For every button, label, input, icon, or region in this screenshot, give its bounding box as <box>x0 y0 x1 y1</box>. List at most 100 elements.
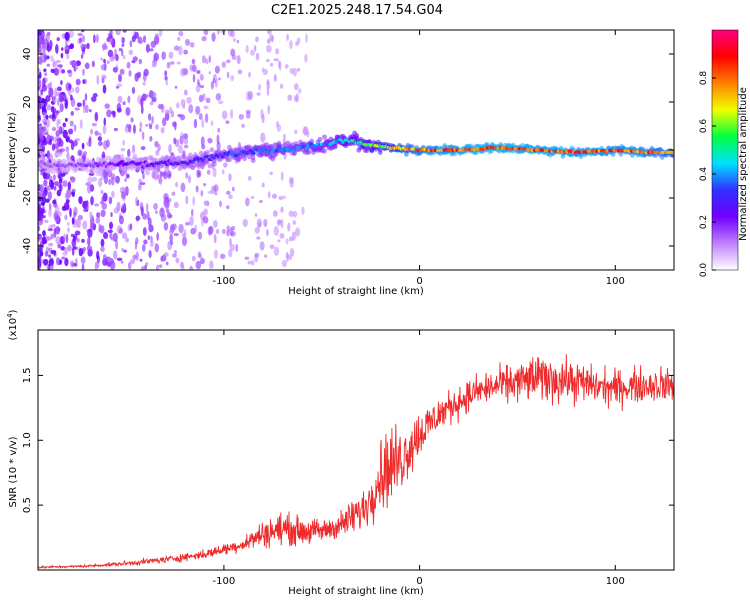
spectrogram-noise-cell <box>57 98 60 106</box>
spectrogram-noise-cell <box>74 230 81 236</box>
spectrogram-noise-cell <box>199 85 205 89</box>
spectrogram-noise-cell <box>75 60 81 67</box>
spectrogram-noise-cell <box>261 113 265 124</box>
spectrogram-halo-cell <box>170 153 176 160</box>
spectrogram-noise-cell <box>118 228 124 234</box>
snr-x-tick-label: 100 <box>606 576 625 587</box>
spectrogram-noise-cell <box>160 126 165 134</box>
spectrogram-halo-cell <box>250 154 256 160</box>
spectrogram-noise-cell <box>191 64 197 73</box>
spectrogram-noise-cell <box>84 104 89 114</box>
spectrogram-noise-cell <box>83 44 87 50</box>
spectrogram-noise-cell <box>45 95 51 102</box>
spectrogram-noise-cell <box>38 102 42 110</box>
spectrogram-noise-cell <box>155 264 160 270</box>
spectrogram-noise-cell <box>56 37 60 42</box>
spectrogram-noise-cell <box>137 183 142 191</box>
spectrogram-noise-cell <box>122 30 127 33</box>
spectrogram-noise-cell <box>43 54 48 62</box>
colorbar-label: Normalized spectral amplitude <box>738 87 749 241</box>
spectrogram-noise-cell <box>53 67 60 76</box>
spectrogram-noise-cell <box>123 187 129 192</box>
spectrogram-noise-cell <box>56 118 60 129</box>
spectrogram-noise-cell <box>150 40 157 48</box>
spectrogram-noise-cell <box>73 124 77 132</box>
spectrogram-noise-cell <box>135 196 138 207</box>
spectrogram-noise-cell <box>73 206 78 217</box>
spectrogram-noise-cell <box>107 49 114 58</box>
spectrogram-noise-cell <box>202 93 206 101</box>
spectrogram-noise-cell <box>208 225 214 235</box>
spectrogram-noise-cell <box>88 109 92 113</box>
spectrogram-noise-cell <box>166 61 171 69</box>
spectrogram-noise-cell <box>168 51 174 59</box>
spectrogram-noise-cell <box>286 252 289 263</box>
spectrogram-noise-cell <box>67 181 72 191</box>
spectrogram-noise-cell <box>108 34 113 39</box>
spectrogram-noise-cell <box>100 209 106 218</box>
spectrogram-noise-cell <box>285 238 289 245</box>
spectrogram-noise-cell <box>180 99 186 107</box>
spectrogram-noise-cell <box>121 232 128 240</box>
spectrogram-noise-cell <box>164 109 170 116</box>
spectrogram-noise-cell <box>81 51 85 55</box>
spectrogram-noise-cell <box>128 123 132 133</box>
spectrogram-noise-cell <box>110 212 113 218</box>
spectrogram-noise-cell <box>78 247 83 257</box>
spectrogram-noise-cell <box>119 68 125 75</box>
spectrogram-noise-cell <box>46 43 50 50</box>
spectrogram-noise-cell <box>129 223 133 231</box>
spectrogram-noise-cell <box>131 35 136 43</box>
spectrogram-noise-cell <box>263 218 268 228</box>
spectrogram-noise-cell <box>179 135 184 145</box>
spectrogram-noise-cell <box>280 218 284 229</box>
spectrogram-noise-cell <box>147 113 152 121</box>
spectrogram-noise-cell <box>91 60 95 68</box>
spectrogram-noise-cell <box>255 52 260 61</box>
spectrogram-noise-cell <box>180 182 186 193</box>
spectrogram-noise-cell <box>174 121 177 131</box>
spectrogram-noise-cell <box>40 208 45 214</box>
spectrogram-noise-cell <box>293 95 298 102</box>
spectrogram-noise-cell <box>81 263 85 270</box>
spectrogram-noise-cell <box>295 227 301 237</box>
spectrogram-noise-cell <box>287 222 291 232</box>
spectrogram-noise-cell <box>62 122 66 128</box>
spectrogram-noise-cell <box>228 173 232 182</box>
spectrogram-noise-cell <box>222 169 225 175</box>
spectrogram-noise-cell <box>230 74 235 82</box>
spectrogram-noise-cell <box>145 202 149 213</box>
spectrogram-noise-cell <box>60 127 64 131</box>
spectrogram-noise-cell <box>54 205 60 214</box>
spectrogram-noise-cell <box>178 45 183 56</box>
spectrogram-noise-cell <box>72 140 78 147</box>
spectrogram-noise-cell <box>125 237 129 243</box>
spectrogram-noise-cell <box>100 189 104 195</box>
spectrogram-noise-cell <box>77 38 82 45</box>
snr-frame <box>37 329 675 571</box>
spectrogram-noise-cell <box>126 61 131 69</box>
spectrogram-noise-cell <box>202 216 209 224</box>
spectrogram-noise-cell <box>226 229 230 237</box>
spectrogram-noise-cell <box>54 110 61 114</box>
spectrogram-noise-cell <box>145 43 150 53</box>
colorbar-ticks: 0.0 0.2 0.4 0.6 0.8 <box>699 71 716 277</box>
spectrogram-noise-cell <box>151 59 156 68</box>
spectrogram-noise-cell <box>228 194 233 200</box>
spectrogram-noise-cell <box>90 96 97 102</box>
spectrogram-noise-cell <box>289 248 295 257</box>
spectrogram-noise-cell <box>106 60 110 64</box>
spectrogram-noise-cell <box>279 233 285 239</box>
spectrogram-noise-cell <box>95 217 101 224</box>
spectrogram-noise-cell <box>254 252 260 258</box>
spectrogram-noise-cell <box>163 198 168 208</box>
spectrogram-noise-cell <box>109 55 115 62</box>
spectrogram-noise-cell <box>75 237 80 243</box>
spectrogram-ridge-cell <box>55 163 60 168</box>
spectrogram-noise-cell <box>62 129 68 139</box>
spectrogram-noise-cell <box>70 233 75 238</box>
spectrogram-noise-cell <box>269 244 275 250</box>
spectrogram-noise-cell <box>57 211 62 217</box>
spectrogram-noise-cell <box>153 52 160 62</box>
